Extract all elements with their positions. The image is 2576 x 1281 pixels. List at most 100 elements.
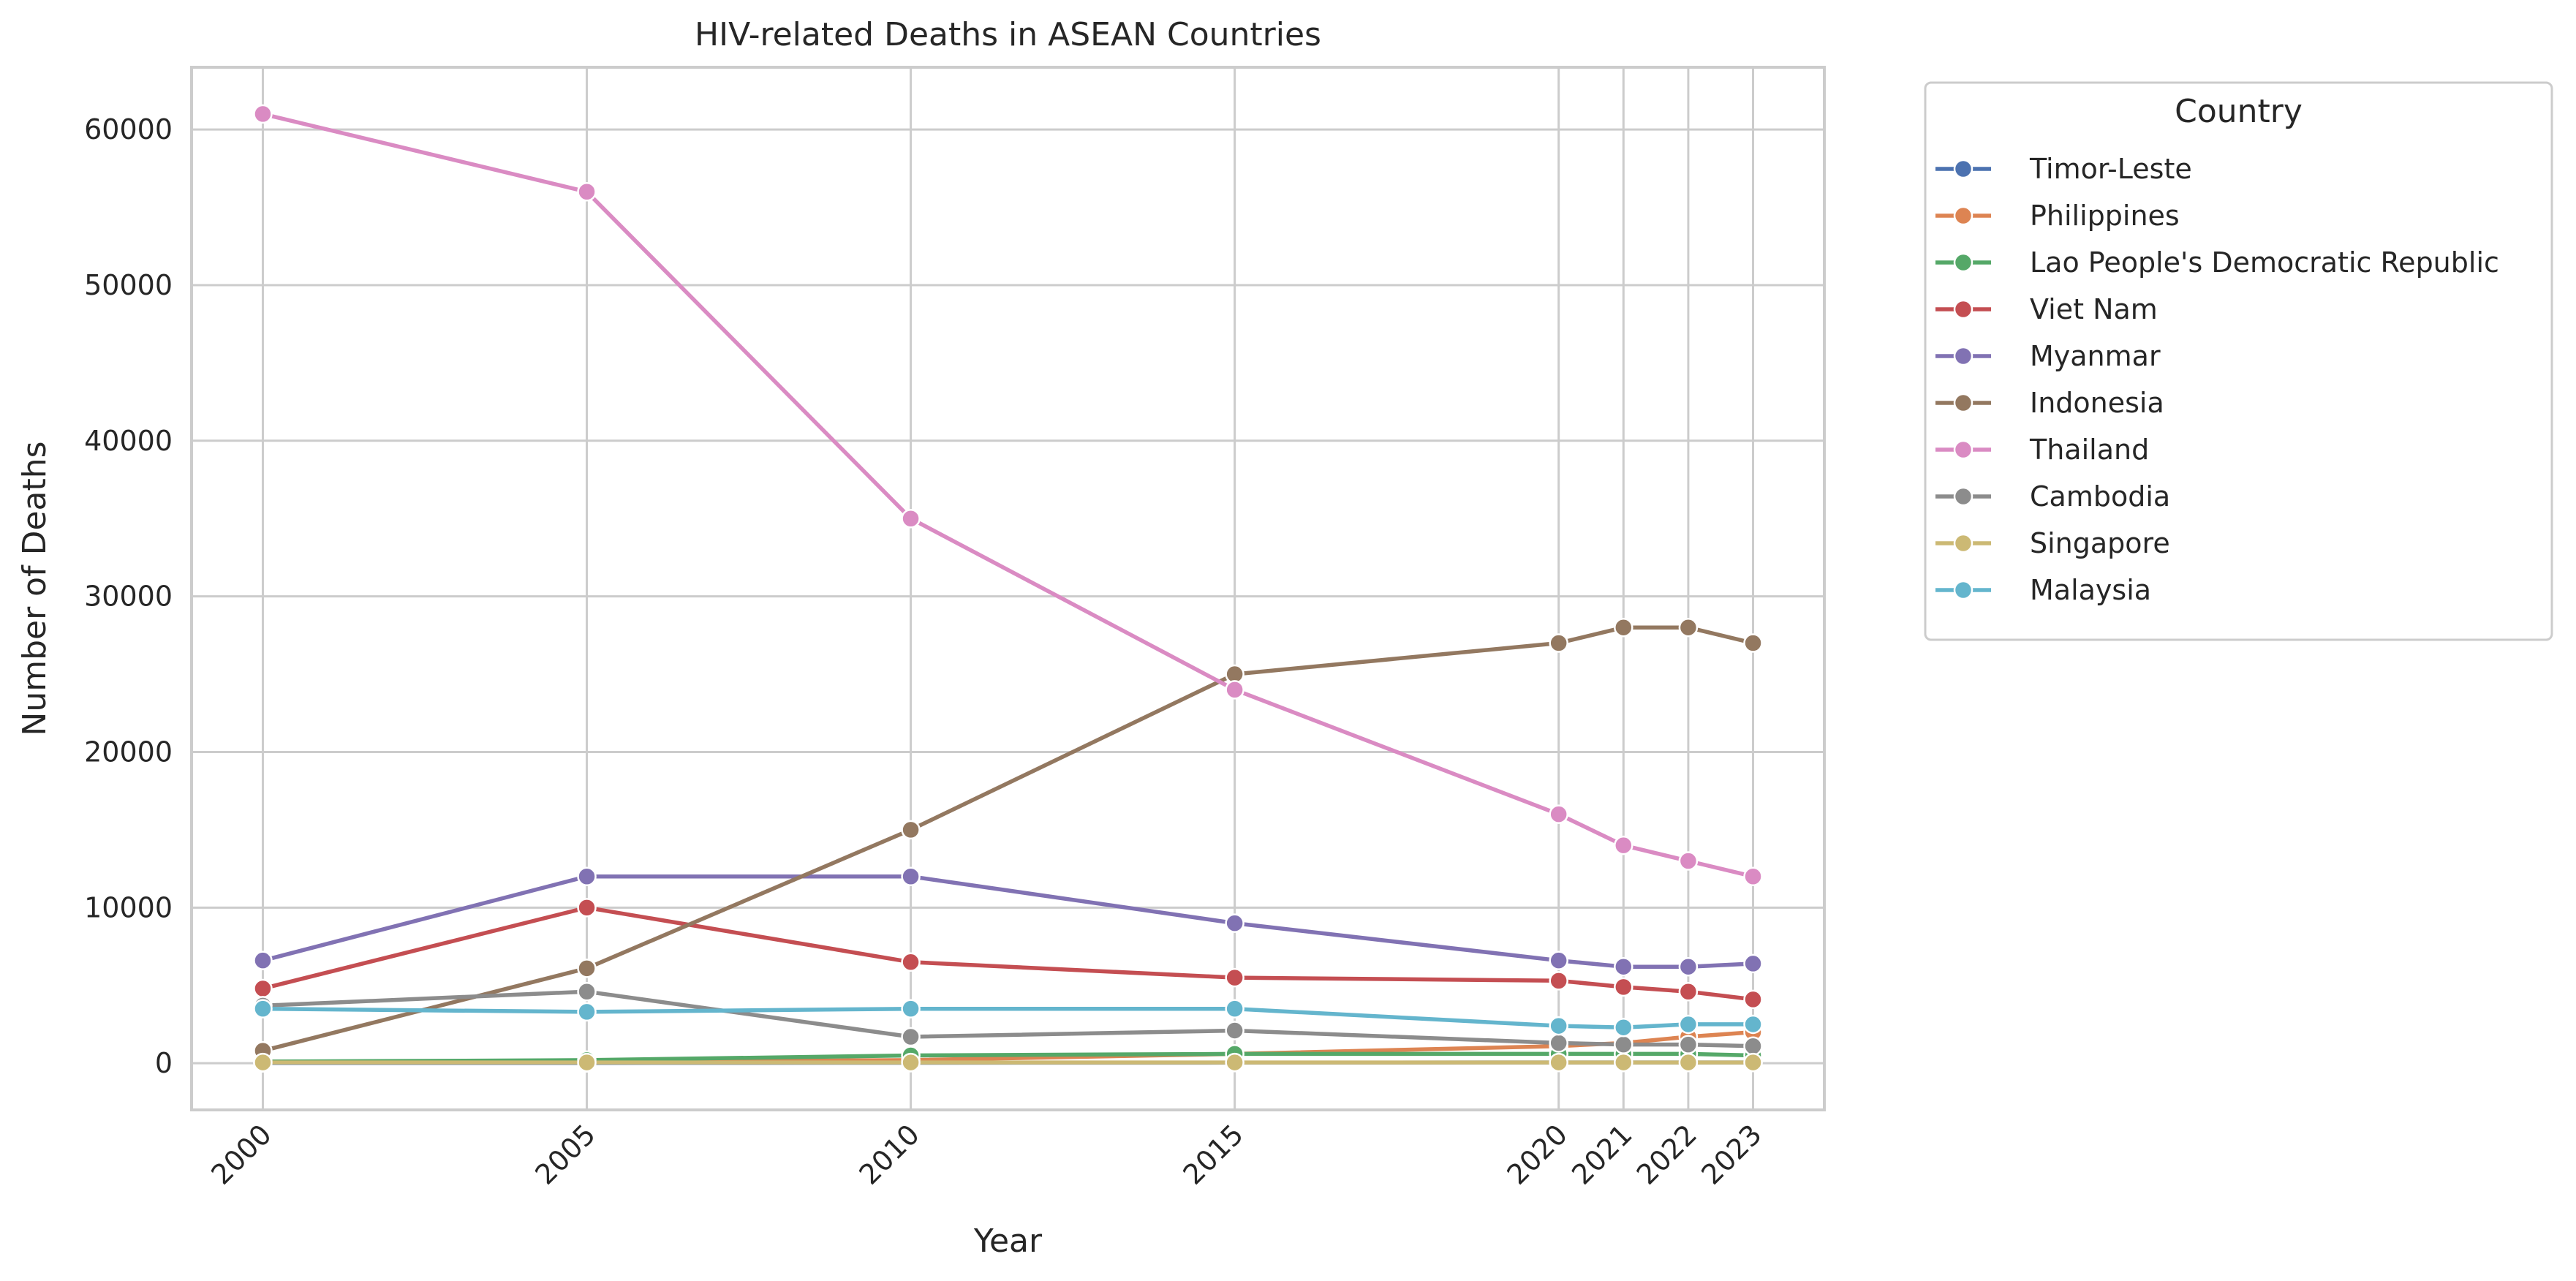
legend-item: Thailand [1935,434,2149,466]
series-line [262,989,1753,1048]
data-point [1678,1014,1699,1035]
data-point [901,508,921,529]
data-point [1743,633,1763,653]
data-point [1225,999,1244,1019]
data-point [253,951,273,970]
data-point [1225,1052,1244,1073]
series-line [262,112,1754,879]
legend-box [1924,81,2553,641]
data-point [1743,989,1763,1010]
data-point [1614,1035,1633,1054]
series-line [262,874,1753,969]
data-point [1225,680,1244,700]
legend-marker [1953,533,1973,553]
legend-item: Singapore [1935,527,2170,559]
y-tick-label: 10000 [84,891,173,923]
legend-marker [1953,346,1973,366]
data-point [1549,971,1568,991]
legend-label: Singapore [2030,527,2170,559]
legend-label: Philippines [2030,200,2180,232]
legend-label: Timor-Leste [2029,153,2192,185]
legend-item: Viet Nam [1935,293,2158,325]
series-line [262,1051,1753,1064]
legend-label: Thailand [2029,434,2149,466]
data-point [1678,617,1699,638]
legend-item: Myanmar [1935,340,2161,372]
data-point [577,981,597,1002]
series-line [262,1006,1753,1029]
data-point [1614,835,1633,855]
y-tick-label: 60000 [84,113,173,146]
data-point [577,898,597,918]
data-point [901,1027,921,1047]
chart-title: HIV-related Deaths in ASEAN Countries [695,16,1321,53]
legend-label: Myanmar [2030,340,2161,372]
x-axis-title: Year [973,1223,1043,1260]
data-point [1743,953,1763,974]
y-tick-label: 50000 [84,269,173,301]
data-point [1678,981,1699,1002]
data-point [901,820,921,840]
data-point [1678,1052,1699,1073]
legend-marker [1953,580,1973,600]
data-point [1678,1035,1699,1054]
data-point [1225,913,1244,933]
legend-marker [1953,486,1973,507]
legend-item: Philippines [1935,200,2180,232]
y-tick-label: 0 [155,1047,173,1079]
data-point [1549,1033,1568,1053]
legend-label: Lao People's Democratic Republic [2030,246,2499,279]
legend-label: Malaysia [2030,574,2151,606]
data-point [1549,633,1568,653]
data-point [1614,956,1633,977]
data-point [253,104,273,124]
data-point [577,866,597,886]
legend-item: Cambodia [1935,480,2170,513]
data-point [577,1052,597,1073]
legend-item: Lao People's Democratic Republic [1935,246,2499,279]
series-line [262,625,1754,1053]
data-point [1678,956,1699,977]
data-point [1549,951,1568,970]
plot-series [253,104,1763,1073]
data-point [253,1052,273,1073]
series-line [262,905,1753,1002]
data-point [1743,1014,1763,1035]
legend-marker [1953,299,1973,320]
legend: Country Timor-Leste Philippines Lao People… [1924,81,2553,641]
legend-item: Indonesia [1935,387,2164,419]
y-axis-title: Number of Deaths [16,441,53,736]
legend-marker [1953,252,1973,273]
series-myanmar [253,866,1763,977]
data-point [1225,967,1244,988]
legend-title: Country [2175,93,2303,130]
data-point [1743,1036,1763,1056]
data-point [577,959,597,978]
data-point [253,978,273,999]
data-point [1549,1016,1568,1036]
y-tick-label: 20000 [84,736,173,768]
data-point [577,182,597,202]
series-viet-nam [253,898,1763,1010]
legend-marker [1953,159,1973,179]
data-point [1549,804,1568,824]
series-indonesia [253,617,1763,1061]
data-point [901,866,921,886]
data-point [1614,617,1633,638]
data-point [1743,1052,1763,1073]
data-point [577,1002,597,1022]
data-point [901,999,921,1019]
series-malaysia [253,999,1763,1038]
data-point [901,1052,921,1073]
legend-label: Indonesia [2030,387,2164,419]
legend-marker [1953,393,1973,413]
data-point [901,952,921,972]
legend-label: Cambodia [2030,480,2170,513]
legend-marker [1953,205,1973,226]
data-point [1549,1052,1568,1073]
legend-marker [1953,439,1973,460]
data-point [1678,851,1699,871]
plot-frame [190,66,1826,1111]
series-thailand [253,104,1763,886]
